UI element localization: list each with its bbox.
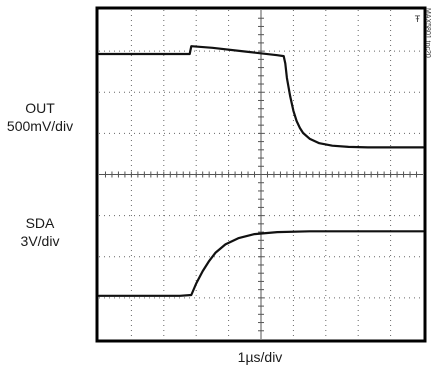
traces: [97, 45, 425, 297]
sda-channel-scale: 3V/div: [20, 233, 60, 249]
plot-border: [95, 6, 427, 343]
trace-out: [97, 45, 425, 149]
figure-id: MAX5801 toc20: [424, 8, 431, 58]
trace-sda: [97, 230, 425, 297]
graticule: [99, 10, 423, 339]
x-axis-scale: 1µs/div: [237, 349, 283, 365]
sda-channel-name: SDA: [25, 215, 55, 231]
out-channel-scale: 500mV/div: [6, 118, 74, 134]
out-channel-name: OUT: [25, 100, 55, 116]
logo-icon: Ŧ: [414, 14, 421, 24]
